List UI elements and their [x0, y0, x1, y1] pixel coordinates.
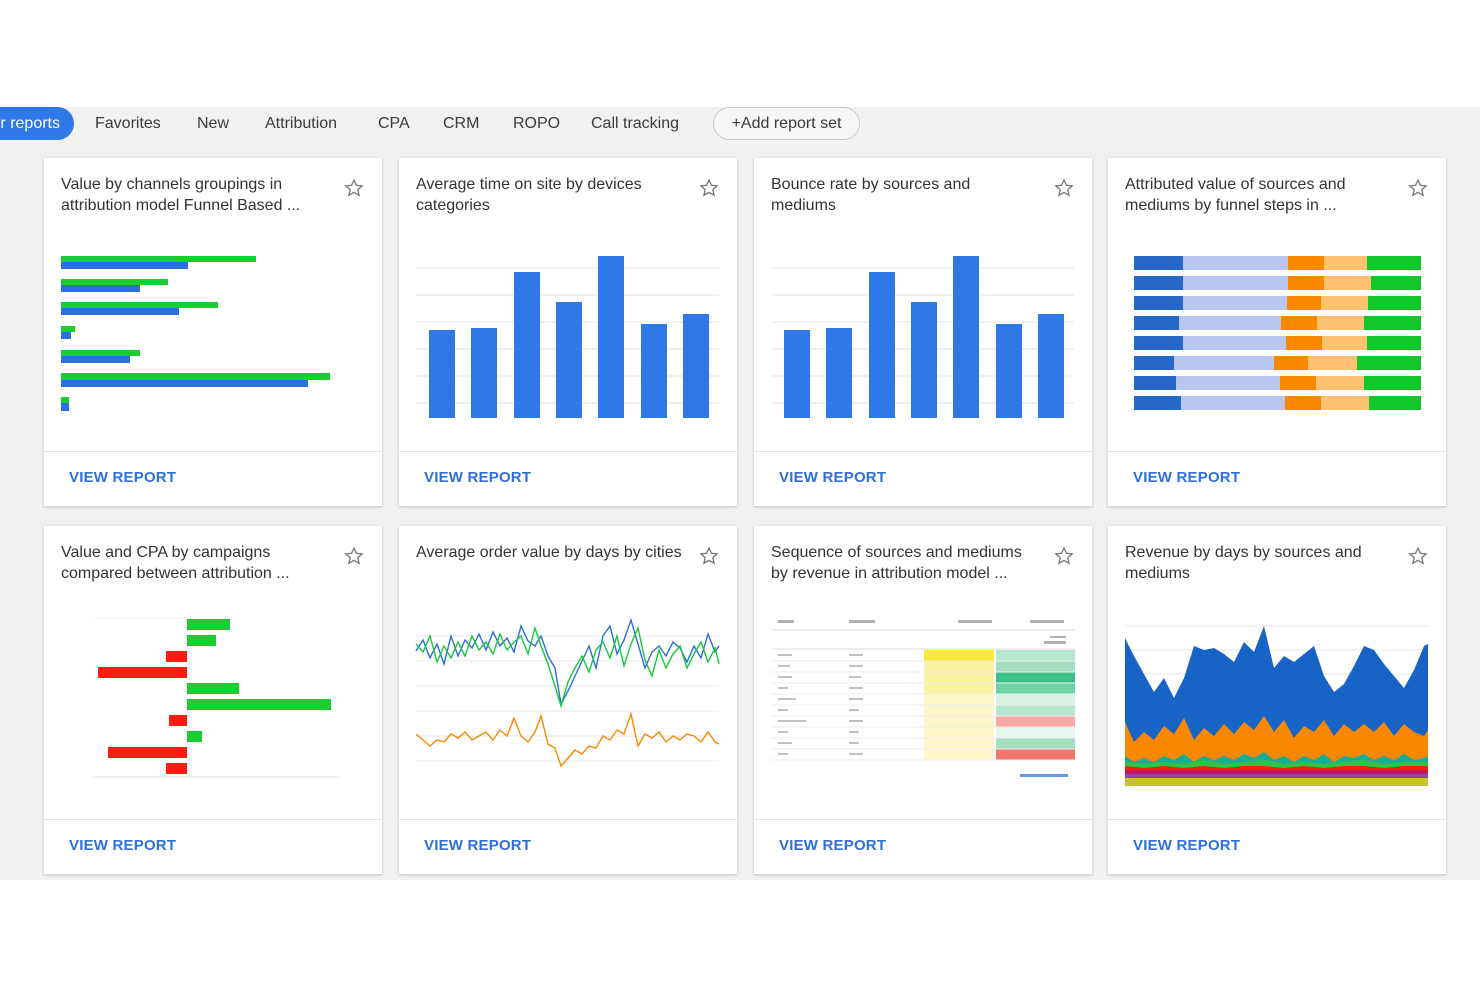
star-icon[interactable]	[344, 178, 364, 198]
tab-crm[interactable]: CRM	[443, 115, 480, 132]
report-card: Sequence of sources and mediums by reven…	[754, 526, 1092, 874]
view-report-button[interactable]: VIEW REPORT	[424, 837, 532, 854]
view-report-button[interactable]: VIEW REPORT	[1133, 469, 1241, 486]
card-divider	[399, 451, 737, 452]
report-card: Bounce rate by sources and mediums VIEW …	[754, 158, 1092, 506]
report-card: Value and CPA by campaigns compared betw…	[44, 526, 382, 874]
star-icon[interactable]	[1408, 546, 1428, 566]
add-report-set-button[interactable]: +Add report set	[713, 107, 860, 140]
report-thumbnail-chart	[93, 617, 340, 778]
star-icon[interactable]	[344, 546, 364, 566]
tab-cpa[interactable]: CPA	[378, 115, 410, 132]
star-icon[interactable]	[699, 178, 719, 198]
tab-attribution[interactable]: Attribution	[265, 115, 338, 132]
plus-icon: +	[731, 115, 741, 132]
report-card-title: Bounce rate by sources and mediums	[771, 176, 971, 214]
card-divider	[44, 819, 382, 820]
view-report-button[interactable]: VIEW REPORT	[69, 837, 177, 854]
report-card-title: Sequence of sources and mediums by reven…	[771, 544, 1022, 582]
star-icon[interactable]	[1054, 546, 1074, 566]
report-card: Average time on site by devices categori…	[399, 158, 737, 506]
view-report-button[interactable]: VIEW REPORT	[779, 837, 887, 854]
tab-new[interactable]: New	[197, 115, 230, 132]
report-card-title: Attributed value of sources and mediums …	[1125, 176, 1346, 214]
card-divider	[1108, 451, 1446, 452]
card-divider	[754, 819, 1092, 820]
report-card: Attributed value of sources and mediums …	[1108, 158, 1446, 506]
report-thumbnail-chart	[61, 256, 330, 411]
star-icon[interactable]	[1408, 178, 1428, 198]
tab-call-tracking[interactable]: Call tracking	[591, 115, 680, 132]
star-icon[interactable]	[1054, 178, 1074, 198]
report-set-tabs: r reports Favorites New Attribution CPA …	[0, 107, 1480, 141]
star-icon[interactable]	[699, 546, 719, 566]
report-thumbnail-chart	[415, 617, 720, 768]
tab-ropo[interactable]: ROPO	[513, 115, 561, 132]
report-thumbnail-chart	[1125, 625, 1428, 786]
view-report-button[interactable]: VIEW REPORT	[1133, 837, 1241, 854]
card-divider	[1108, 819, 1446, 820]
card-divider	[44, 451, 382, 452]
report-card: Average order value by days by cities VI…	[399, 526, 737, 874]
report-thumbnail-chart	[771, 256, 1074, 418]
card-divider	[754, 451, 1092, 452]
view-report-button[interactable]: VIEW REPORT	[69, 469, 177, 486]
view-report-button[interactable]: VIEW REPORT	[779, 469, 887, 486]
report-card: Value by channels groupings in attributi…	[44, 158, 382, 506]
report-card-title: Revenue by days by sources and mediums	[1125, 544, 1362, 582]
report-card-title: Average time on site by devices categori…	[416, 176, 642, 214]
card-divider	[399, 819, 737, 820]
report-thumbnail-chart	[416, 256, 719, 418]
report-card-title: Value and CPA by campaigns compared betw…	[61, 544, 290, 582]
report-card: Revenue by days by sources and mediums V…	[1108, 526, 1446, 874]
tab-favorites[interactable]: Favorites	[95, 115, 161, 132]
report-thumbnail-chart	[1134, 256, 1421, 410]
report-thumbnail-table	[771, 616, 1075, 781]
tab-all-reports[interactable]: r reports	[0, 107, 74, 140]
report-card-title: Average order value by days by cities	[416, 544, 682, 561]
view-report-button[interactable]: VIEW REPORT	[424, 469, 532, 486]
add-report-set-label: Add report set	[740, 115, 842, 132]
report-card-title: Value by channels groupings in attributi…	[61, 176, 301, 214]
